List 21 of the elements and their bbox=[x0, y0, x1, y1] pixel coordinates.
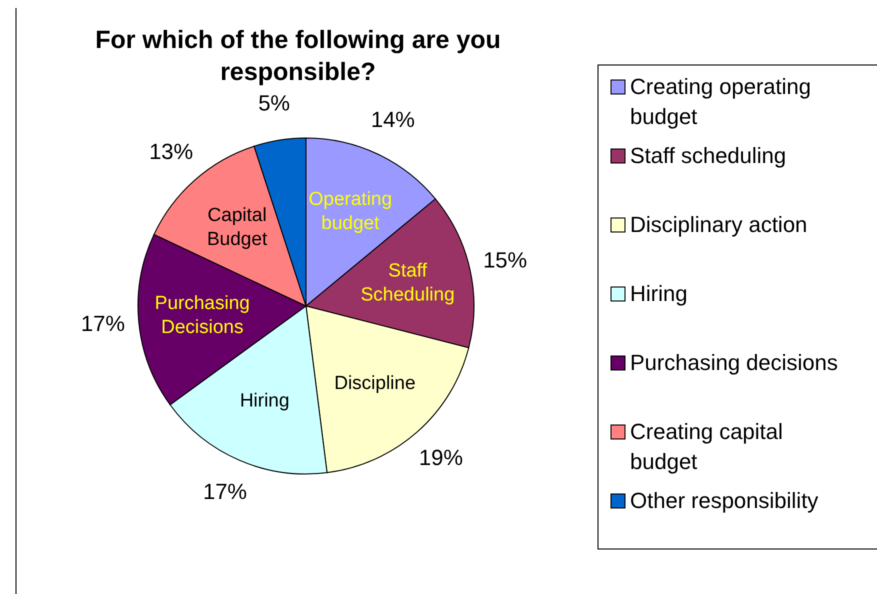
data-label: 13% bbox=[149, 138, 194, 164]
legend-label: Creating capital budget bbox=[630, 418, 783, 474]
legend-label: Disciplinary action bbox=[630, 212, 808, 237]
legend-label: Creating operating budget bbox=[630, 74, 812, 129]
data-label: 15% bbox=[483, 247, 528, 272]
text: Operating budget bbox=[308, 188, 392, 234]
text: Staff Scheduling bbox=[360, 260, 455, 306]
data-label: 5% bbox=[258, 90, 290, 116]
data-label: 17% bbox=[80, 311, 125, 336]
legend-label: Staff scheduling bbox=[630, 142, 786, 168]
chart-title: For which of the following are you responsible? bbox=[95, 26, 501, 86]
data-label: 17% bbox=[202, 479, 248, 504]
data-label: 19% bbox=[418, 444, 463, 470]
legend-label: Hiring bbox=[630, 280, 688, 306]
slice-label: Hiring bbox=[240, 390, 290, 412]
data-label: 14% bbox=[370, 107, 415, 132]
legend-label: Other responsibility bbox=[630, 488, 818, 513]
text: Purchasing Decisions bbox=[154, 292, 250, 338]
text: Capital Budget bbox=[207, 204, 268, 250]
text: Discipline bbox=[334, 373, 416, 394]
legend-label: Purchasing decisions bbox=[630, 350, 838, 375]
